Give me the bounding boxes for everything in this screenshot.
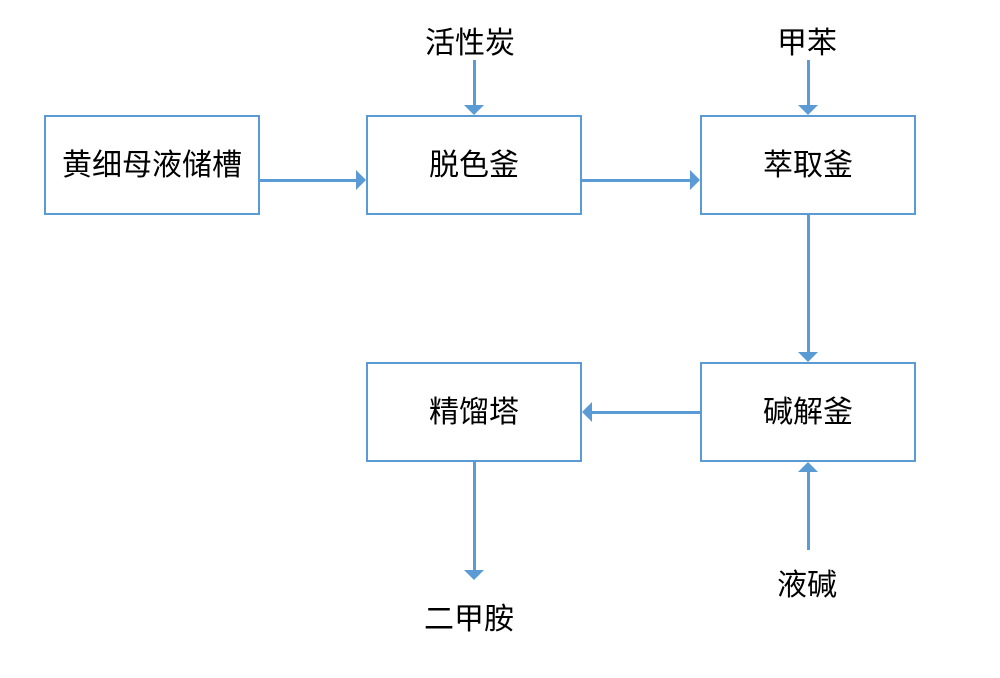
arrow-head-a3 <box>464 105 484 115</box>
text-label-t4: 二甲胺 <box>424 594 514 638</box>
text-label-t3: 液碱 <box>777 560 837 604</box>
node-label-n3: 萃取釜 <box>763 146 853 185</box>
arrow-head-a1 <box>356 170 366 190</box>
arrow-head-a4 <box>798 105 818 115</box>
node-n2: 脱色釜 <box>366 115 582 215</box>
arrow-head-a2 <box>690 170 700 190</box>
node-n5: 精馏塔 <box>366 362 582 462</box>
arrow-a4 <box>807 60 810 105</box>
node-label-n1: 黄细母液储槽 <box>62 146 242 185</box>
arrow-a8 <box>473 462 476 570</box>
node-label-n4: 碱解釜 <box>763 393 853 432</box>
arrow-head-a5 <box>798 352 818 362</box>
node-n4: 碱解釜 <box>700 362 916 462</box>
arrow-head-a7 <box>798 462 818 472</box>
arrow-a7 <box>807 472 810 550</box>
arrow-a6 <box>592 411 700 414</box>
arrow-a5 <box>807 215 810 352</box>
node-n3: 萃取釜 <box>700 115 916 215</box>
arrow-a1 <box>260 179 356 182</box>
node-n1: 黄细母液储槽 <box>44 115 260 215</box>
arrow-a2 <box>582 179 690 182</box>
arrow-head-a6 <box>582 402 592 422</box>
arrow-a3 <box>473 60 476 105</box>
text-label-t1: 活性炭 <box>425 18 515 62</box>
arrow-head-a8 <box>464 570 484 580</box>
node-label-n2: 脱色釜 <box>429 146 519 185</box>
text-label-t2: 甲苯 <box>777 18 837 62</box>
node-label-n5: 精馏塔 <box>429 393 519 432</box>
